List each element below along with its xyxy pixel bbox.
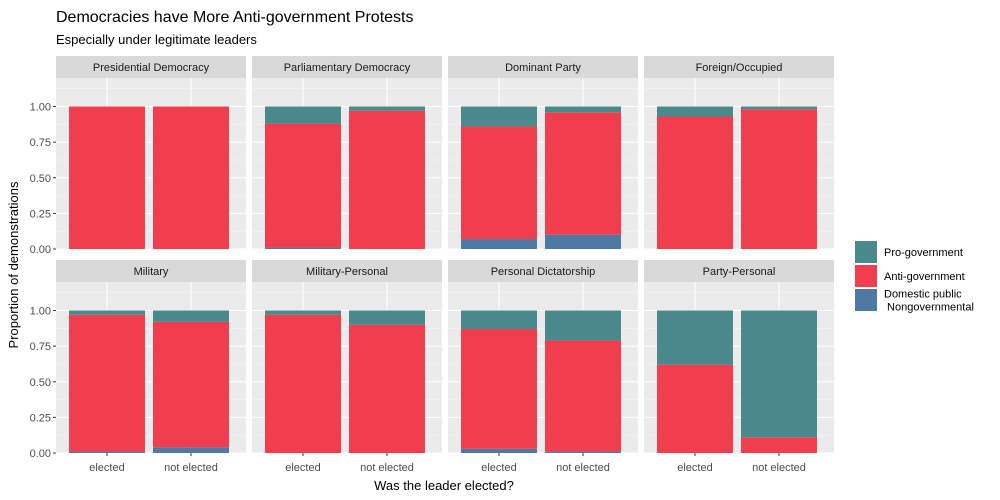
y-tick-label: 0.75 (30, 137, 51, 149)
legend: Pro-government Anti-government Domestic pu… (855, 241, 974, 314)
facet-panel: Presidential Democracy 0.00 0.25 0.50 0.75 1.… (30, 56, 246, 256)
x-tick-label: not elected (164, 462, 218, 474)
bar-segment-domestic (545, 234, 621, 249)
bar-segment-anti (349, 324, 425, 453)
facet-panel: Military-Personal elected not elected (252, 260, 442, 474)
bar-segment-pro (657, 106, 733, 117)
y-tick-label: 0.25 (30, 208, 51, 220)
bar-segment-pro (461, 106, 537, 127)
bar-segment-anti (69, 314, 145, 452)
facet-label: Parliamentary Democracy (284, 62, 411, 74)
bar-segment-pro (349, 106, 425, 111)
bar-segment-anti (153, 106, 229, 249)
bar-segment-anti (741, 109, 817, 249)
y-tick-label: 1.00 (30, 102, 51, 114)
facet-strip (56, 56, 246, 78)
y-tick-label: 0.25 (30, 412, 51, 424)
bar-segment-pro (741, 310, 817, 438)
bar-segment-anti (741, 437, 817, 453)
chart-title: Democracies have More Anti-government Pr… (56, 9, 413, 26)
x-tick-label: not elected (556, 462, 610, 474)
facet-strip (56, 260, 246, 282)
facet-label: Presidential Democracy (93, 62, 210, 74)
x-tick-label: elected (481, 462, 516, 474)
legend-item-anti: Anti-government (855, 265, 965, 287)
bar-segment-pro (741, 106, 817, 110)
facet-panel: Military 0.00 0.25 0.50 0.75 1.00 elected not e… (30, 260, 246, 474)
y-tick-label: 0.50 (30, 173, 51, 185)
legend-swatch (855, 265, 877, 287)
bar-segment-domestic (545, 451, 621, 453)
facet-panel: Foreign/Occupied (644, 56, 834, 250)
facet-strip (644, 56, 834, 78)
bar-segment-pro (153, 310, 229, 322)
facet-panels: Presidential Democracy 0.00 0.25 0.50 0.75 1.… (30, 56, 834, 474)
y-tick-label: 0.00 (30, 448, 51, 460)
legend-label: Domestic public Nongovernmental (884, 289, 974, 314)
facet-panel: Dominant Party (448, 56, 638, 250)
bar-segment-anti (265, 123, 341, 248)
facet-label: Dominant Party (505, 62, 581, 74)
bar-segment-pro (265, 106, 341, 124)
legend-swatch (855, 289, 877, 311)
legend-item-domestic: Domestic public Nongovernmental (855, 289, 974, 314)
bar-segment-domestic (265, 247, 341, 249)
x-tick-label: elected (89, 462, 124, 474)
y-tick-label: 0.00 (30, 244, 51, 256)
facet-label: Foreign/Occupied (696, 62, 783, 74)
bar-segment-anti (657, 364, 733, 453)
bar-segment-anti (349, 110, 425, 250)
facet-label: Military (134, 266, 169, 278)
bar-segment-pro (349, 310, 425, 325)
y-axis-title: Proportion of demonstrations (6, 181, 21, 348)
chart-subtitle: Especially under legitimate leaders (56, 32, 257, 47)
bar-segment-anti (461, 126, 537, 240)
x-tick-label: elected (677, 462, 712, 474)
legend-swatch (855, 241, 877, 263)
facet-strip (448, 56, 638, 78)
bar-segment-pro (545, 310, 621, 341)
bar-segment-domestic (153, 447, 229, 453)
facet-strip (644, 260, 834, 282)
bar-segment-anti (265, 314, 341, 453)
facet-panel: Parliamentary Democracy (252, 56, 442, 250)
facet-panel: Personal Dictatorship elected not elected (448, 260, 638, 474)
bar-segment-anti (545, 340, 621, 452)
bar-segment-anti (657, 116, 733, 249)
bar-segment-anti (153, 321, 229, 448)
bar-segment-anti (69, 106, 145, 249)
facet-label: Party-Personal (703, 266, 776, 278)
y-tick-label: 1.00 (30, 306, 51, 318)
facet-strip (448, 260, 638, 282)
bar-segment-anti (461, 329, 537, 449)
facet-strip (252, 56, 442, 78)
bar-segment-pro (657, 310, 733, 365)
facet-label: Personal Dictatorship (491, 266, 596, 278)
bar-segment-pro (265, 310, 341, 315)
bar-segment-anti (545, 112, 621, 235)
x-tick-label: not elected (360, 462, 414, 474)
bar-segment-domestic (461, 448, 537, 453)
x-axis-title: Was the leader elected? (374, 478, 514, 493)
facet-panel: Party-Personal elected not elected (644, 260, 834, 474)
facet-label: Military-Personal (306, 266, 388, 278)
facet-strip (252, 260, 442, 282)
legend-label: Anti-government (884, 271, 965, 283)
y-tick-label: 0.75 (30, 341, 51, 353)
x-tick-label: not elected (752, 462, 806, 474)
bar-segment-domestic (69, 451, 145, 453)
x-tick-label: elected (285, 462, 320, 474)
legend-label: Pro-government (884, 247, 963, 259)
bar-segment-pro (545, 106, 621, 113)
bar-segment-pro (69, 310, 145, 315)
bar-segment-domestic (461, 239, 537, 249)
bar-segment-pro (461, 310, 537, 330)
y-tick-label: 0.50 (30, 377, 51, 389)
legend-item-pro: Pro-government (855, 241, 963, 263)
